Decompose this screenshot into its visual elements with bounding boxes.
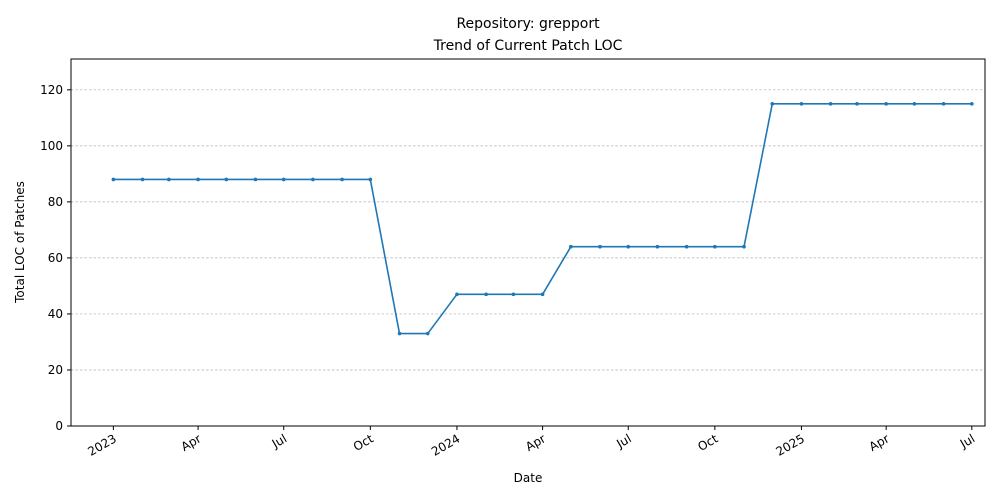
data-point — [626, 244, 631, 249]
chart-title-line2: Trend of Current Patch LOC — [433, 38, 623, 54]
y-tick-label: 120 — [40, 83, 63, 97]
data-point — [253, 177, 258, 182]
data-point — [511, 292, 516, 297]
data-point — [111, 177, 116, 182]
data-point — [140, 177, 145, 182]
x-tick-label: Jul — [613, 431, 633, 451]
data-point — [713, 244, 717, 249]
data-point — [167, 177, 171, 182]
y-tick-label: 20 — [48, 363, 63, 377]
data-point — [912, 102, 917, 106]
chart-title-line1: Repository: grepport — [456, 16, 600, 32]
plot-frame — [70, 58, 986, 427]
data-point — [941, 102, 946, 106]
data-point — [455, 292, 459, 297]
y-tick-label: 60 — [48, 251, 63, 265]
x-axis-label: Date — [514, 471, 543, 485]
y-tick-label: 40 — [48, 307, 63, 321]
series-layer — [111, 102, 974, 336]
y-axis-label: Total LOC of Patches — [13, 181, 27, 304]
data-point — [884, 102, 888, 106]
data-point — [742, 244, 746, 249]
data-point — [281, 177, 286, 182]
data-point — [425, 331, 430, 336]
data-point — [340, 177, 344, 182]
data-point — [655, 244, 660, 249]
data-point — [540, 292, 545, 297]
y-tick-label: 0 — [55, 419, 63, 433]
y-tick-label: 80 — [48, 195, 63, 209]
y-gridlines — [71, 89, 985, 371]
x-tick-label: Jul — [269, 431, 289, 451]
data-point — [598, 244, 602, 249]
data-point — [397, 331, 402, 336]
data-point — [855, 102, 859, 106]
data-point — [569, 244, 573, 249]
data-point — [970, 102, 974, 106]
data-point — [799, 102, 804, 106]
data-point — [770, 102, 775, 106]
y-axis-ticks: 0 20 40 60 80 100 120 — [40, 83, 71, 433]
data-point — [684, 244, 689, 249]
y-tick-label: 100 — [40, 139, 63, 153]
data-point — [224, 177, 229, 182]
data-point — [484, 292, 488, 297]
data-point — [828, 102, 833, 106]
data-point — [311, 177, 315, 182]
data-point — [368, 177, 373, 182]
x-tick-label: Jul — [957, 431, 977, 451]
data-point — [196, 177, 200, 182]
